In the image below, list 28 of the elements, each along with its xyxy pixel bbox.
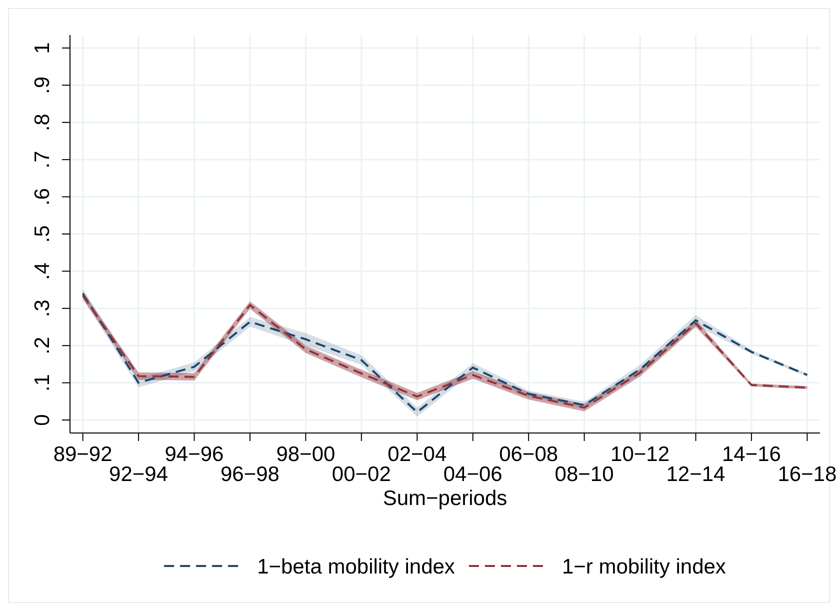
x-tick-label: 02−04 (388, 443, 447, 466)
x-tick-label: 16−18 (778, 463, 837, 486)
x-tick-label: 89−92 (53, 443, 112, 466)
y-tick-label: .5 (31, 225, 54, 243)
y-tick-label: .9 (31, 76, 54, 94)
y-tick-label: .2 (31, 336, 54, 354)
y-tick-label: .3 (31, 300, 54, 318)
y-tick-label: .8 (31, 114, 54, 132)
x-tick-label: 96−98 (220, 463, 280, 486)
x-tick-label: 04−06 (443, 463, 502, 486)
x-tick-label: 94−96 (164, 443, 224, 466)
y-tick-label: .1 (31, 374, 54, 392)
x-tick-label: 06−08 (499, 443, 558, 466)
x-axis-title: Sum−periods (382, 487, 508, 510)
x-tick-label: 92−94 (109, 463, 168, 486)
x-tick-label: 00−02 (332, 463, 391, 486)
legend-label: 1−beta mobility index (257, 555, 456, 578)
y-tick-label: .4 (31, 262, 54, 280)
y-tick-label: 1 (31, 42, 54, 54)
y-tick-label: .6 (31, 188, 54, 206)
x-tick-label: 98−00 (276, 443, 336, 466)
x-tick-label: 12−14 (666, 463, 726, 486)
y-tick-label: 0 (31, 414, 54, 426)
y-tick-label: .7 (31, 150, 54, 168)
x-tick-label: 10−12 (610, 443, 670, 466)
x-tick-label: 08−10 (554, 463, 614, 486)
x-tick-label: 14−16 (722, 443, 781, 466)
legend-label: 1−r mobility index (562, 555, 726, 578)
